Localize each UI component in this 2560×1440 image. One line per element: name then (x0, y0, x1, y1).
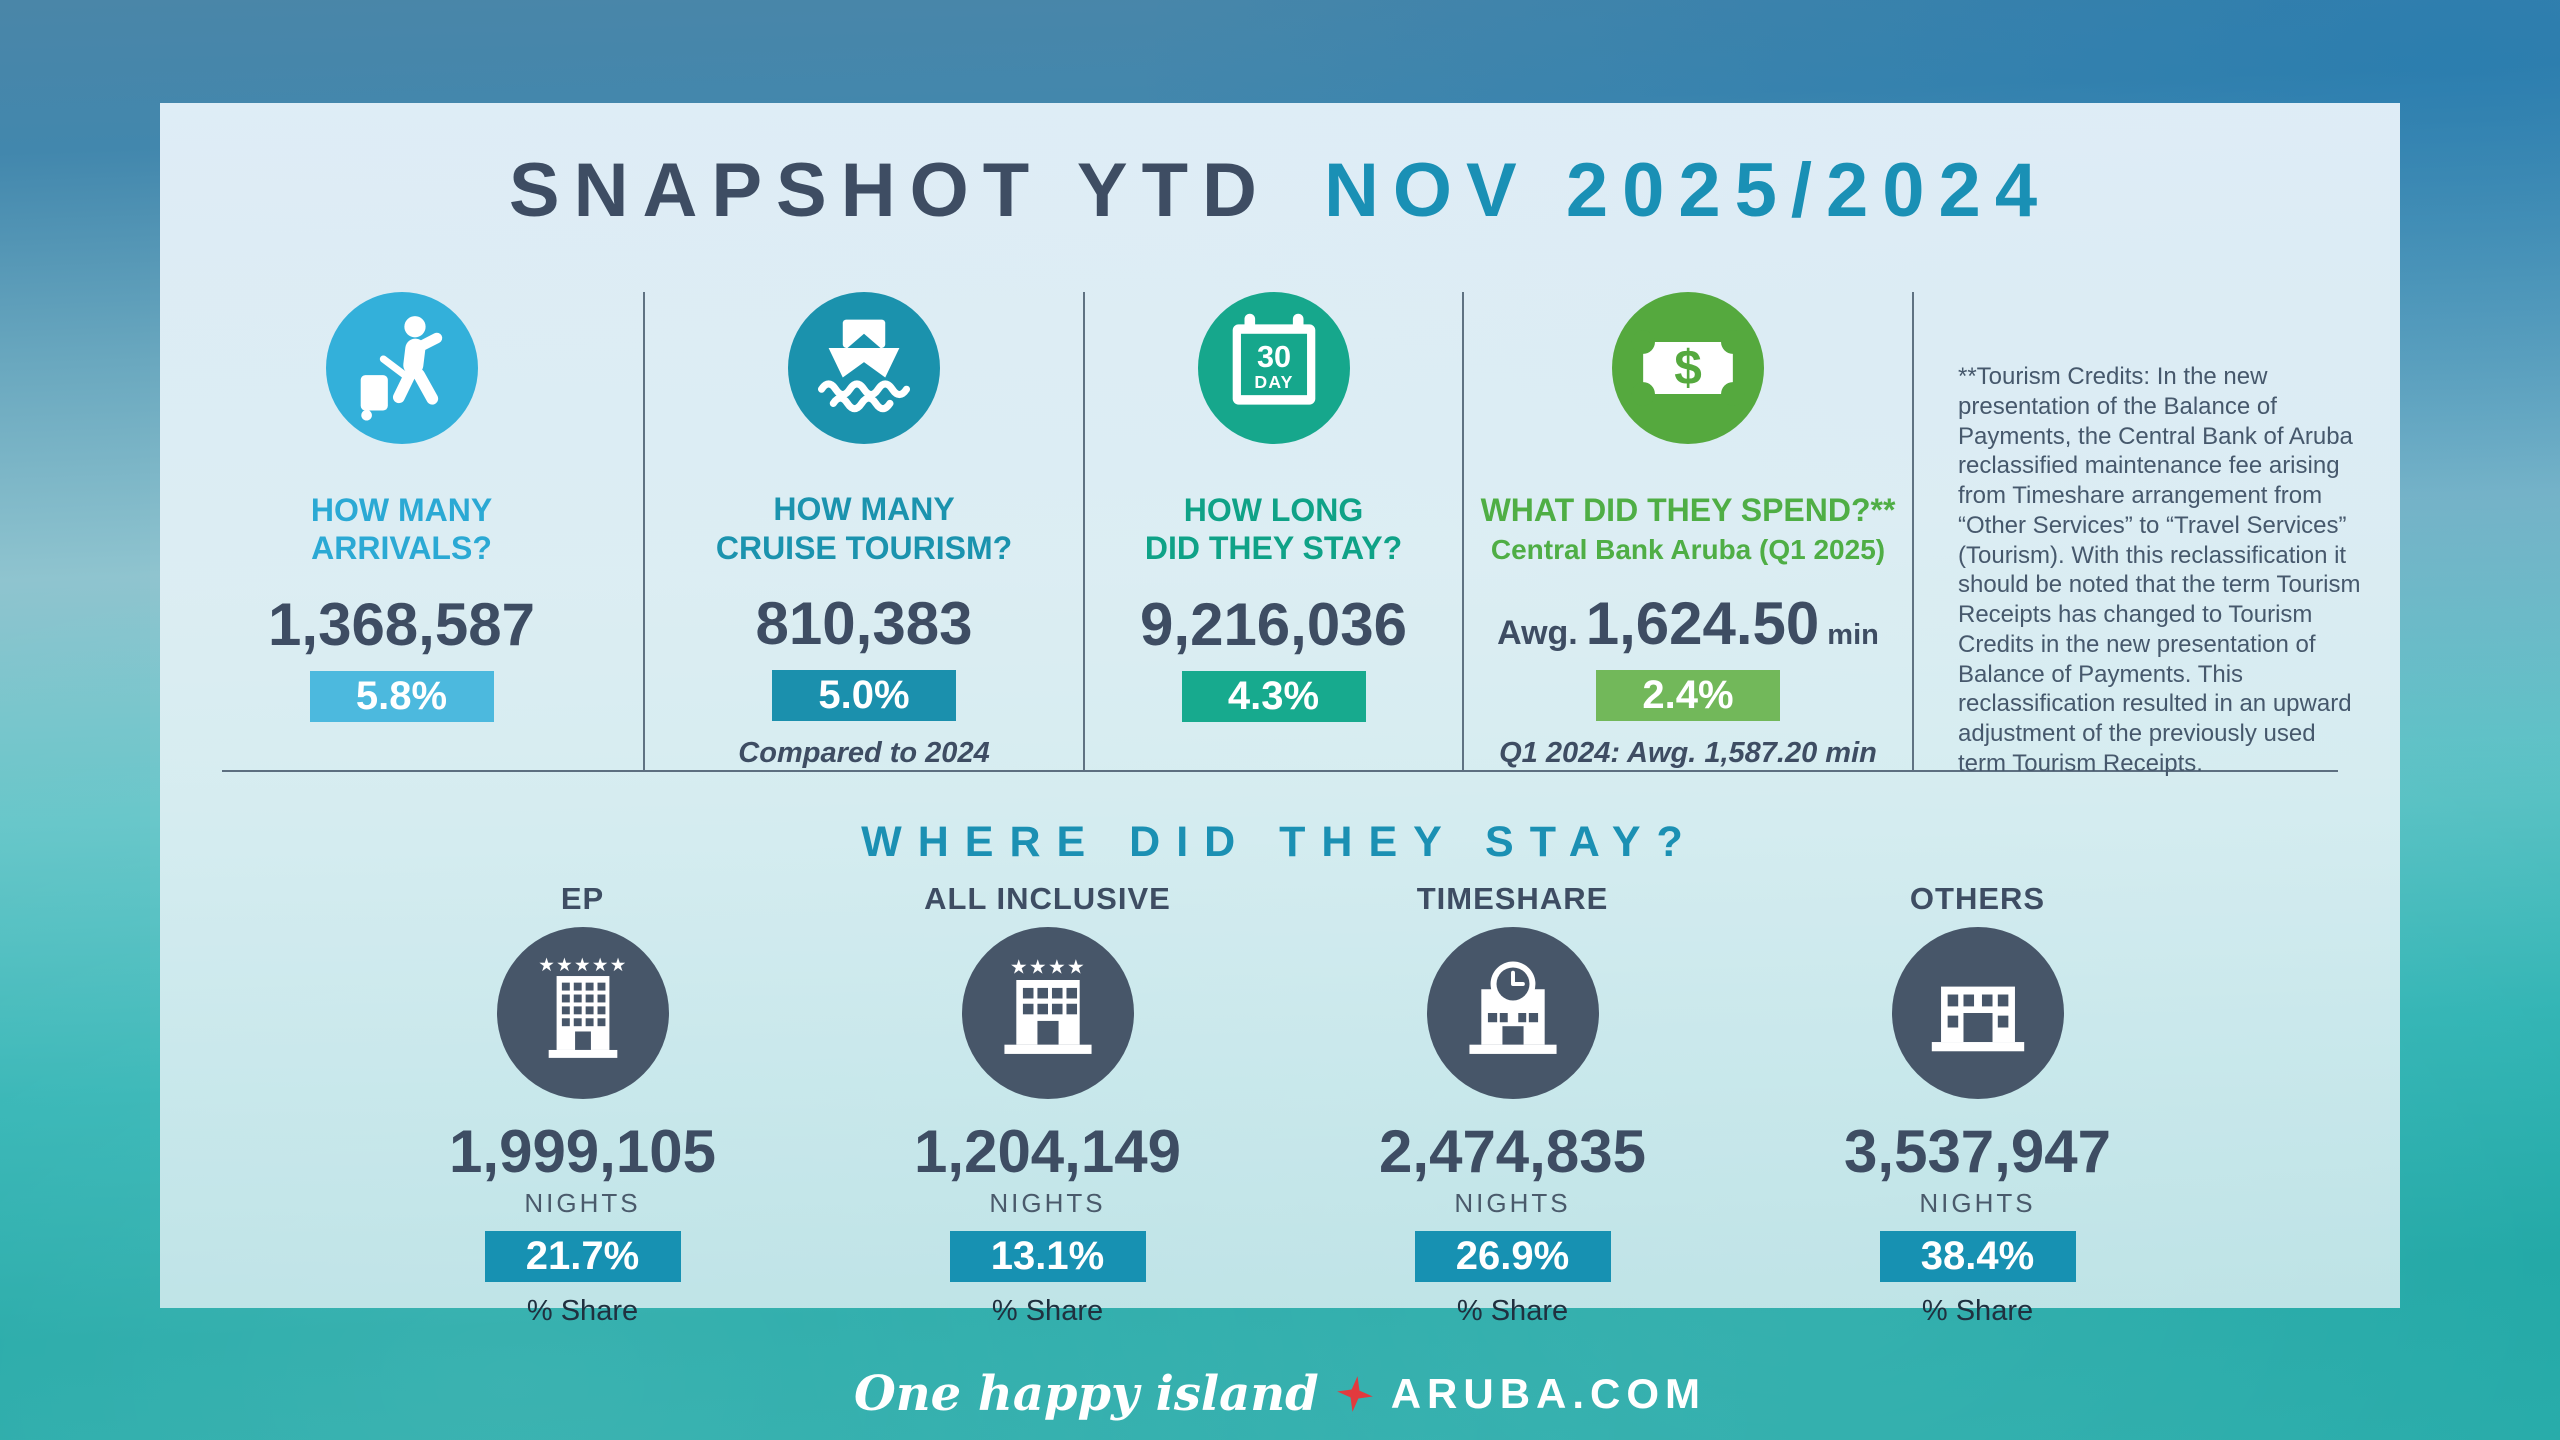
low-rise-building-icon (1891, 927, 2064, 1099)
stat-note: Compared to 2024 (738, 737, 990, 769)
traveler-luggage-icon (325, 292, 478, 444)
category-all-inclusive: ALL INCLUSIVE ★★★★ 1,204,149 NIGHTS (815, 881, 1280, 1328)
category-ep: EP ★★★★★ 1,99 (350, 881, 815, 1328)
stat-spend: $ WHAT DID THEY SPEND?** Central Bank Ar… (1462, 292, 1912, 770)
stat-question-line1: HOW LONG (1183, 491, 1364, 528)
category-share-badge: 13.1% (949, 1231, 1146, 1282)
stat-value: 9,216,036 (1140, 591, 1407, 658)
category-unit: NIGHTS (524, 1188, 641, 1218)
category-share-badge: 38.4% (1879, 1231, 2076, 1282)
category-share-label: % Share (991, 1295, 1104, 1327)
title-part-dark: SNAPSHOT YTD (508, 148, 1271, 233)
stat-value: Awg. 1,624.50 min (1497, 589, 1879, 658)
category-label: EP (560, 881, 605, 916)
stat-length-of-stay: 30 DAY HOW LONG DID THEY STAY? 9,216,036… (1083, 292, 1462, 770)
title-part-teal: NOV 2025/2024 (1324, 148, 2052, 233)
category-timeshare: TIMESHARE 2,474, (1280, 881, 1745, 1328)
category-unit: NIGHTS (1454, 1188, 1571, 1218)
stat-question-line1: WHAT DID THEY SPEND?** (1480, 491, 1896, 528)
category-label: TIMESHARE (1416, 881, 1609, 916)
category-value: 2,474,835 (1379, 1118, 1646, 1185)
category-share-label: % Share (1456, 1295, 1569, 1327)
dollar-sign-label: $ (1674, 340, 1702, 396)
calendar-30-label: 30 (1256, 340, 1290, 374)
stat-value: 1,368,587 (268, 591, 535, 658)
category-share-label: % Share (526, 1295, 639, 1327)
category-value: 1,204,149 (914, 1118, 1181, 1185)
footer-tagline: One happy island (853, 1366, 1319, 1422)
stat-change-badge: 5.0% (772, 670, 956, 721)
stat-value: 810,383 (755, 590, 973, 657)
stat-question: HOW MANY ARRIVALS? (311, 478, 492, 580)
horizontal-divider (222, 770, 2338, 772)
money-bill-icon: $ (1612, 292, 1764, 444)
hotel-stars: ★★★★★ (538, 954, 627, 975)
stat-question-line2: DID THEY STAY? (1144, 530, 1403, 566)
cruise-ship-icon (788, 292, 940, 444)
hotel-5-star-icon: ★★★★★ (496, 927, 669, 1099)
category-label: OTHERS (1909, 881, 2046, 916)
stat-question-line1: HOW MANY (773, 491, 955, 528)
hotel-4-star-icon: ★★★★ (961, 927, 1134, 1099)
category-value: 3,537,947 (1844, 1118, 2111, 1185)
stats-row: HOW MANY ARRIVALS? 1,368,587 5.8% (160, 292, 2400, 777)
category-value: 1,999,105 (449, 1118, 716, 1185)
red-star-icon (1336, 1376, 1373, 1412)
category-unit: NIGHTS (1919, 1188, 2036, 1218)
timeshare-clock-building-icon (1426, 927, 1599, 1099)
where-heading: WHERE DID THEY STAY? (861, 818, 1699, 866)
category-share-badge: 26.9% (1414, 1231, 1611, 1282)
page-title: SNAPSHOT YTD NOV 2025/2024 (160, 147, 2400, 234)
stat-arrivals: HOW MANY ARRIVALS? 1,368,587 5.8% (160, 292, 643, 770)
footer: One happy island ARUBA.COM (0, 1366, 2560, 1422)
stat-note: Q1 2024: Awg. 1,587.20 min (1499, 737, 1877, 769)
stat-question-subtitle: Central Bank Aruba (Q1 2025) (1490, 533, 1886, 565)
stat-question: WHAT DID THEY SPEND?** Central Bank Arub… (1481, 478, 1896, 579)
calendar-30-day-icon: 30 DAY (1197, 292, 1350, 444)
accommodation-row: EP ★★★★★ 1,99 (350, 881, 2210, 1328)
stat-value-suffix: min (1827, 619, 1879, 651)
tourism-credits-footnote: **Tourism Credits: In the new presentati… (1912, 292, 2398, 777)
category-share-badge: 21.7% (484, 1231, 681, 1282)
stat-change-badge: 4.3% (1181, 671, 1366, 722)
stat-question: HOW LONG DID THEY STAY? (1145, 478, 1402, 580)
stat-value-prefix: Awg. (1497, 614, 1578, 652)
stat-value-number: 1,624.50 (1585, 590, 1820, 657)
category-unit: NIGHTS (989, 1188, 1106, 1218)
content-panel: SNAPSHOT YTD NOV 2025/2024 (160, 103, 2400, 1327)
category-others: OTHERS 3,537,947 NIGHTS 38.4% % (1745, 881, 2210, 1328)
stat-question-line1: HOW MANY (310, 491, 493, 528)
footer-brand: ARUBA.COM (1390, 1370, 1707, 1417)
category-share-label: % Share (1921, 1295, 2034, 1327)
hotel-stars: ★★★★ (1009, 956, 1085, 978)
stat-change-badge: 2.4% (1596, 670, 1780, 721)
stat-question-line2: CRUISE TOURISM? (715, 529, 1013, 566)
calendar-day-label: DAY (1254, 372, 1293, 392)
category-label: ALL INCLUSIVE (924, 881, 1171, 916)
stat-cruise: HOW MANY CRUISE TOURISM? 810,383 5.0% Co… (643, 292, 1083, 770)
stat-question: HOW MANY CRUISE TOURISM? (716, 478, 1012, 579)
stat-question-line2: ARRIVALS? (311, 530, 492, 566)
stat-change-badge: 5.8% (309, 671, 494, 722)
